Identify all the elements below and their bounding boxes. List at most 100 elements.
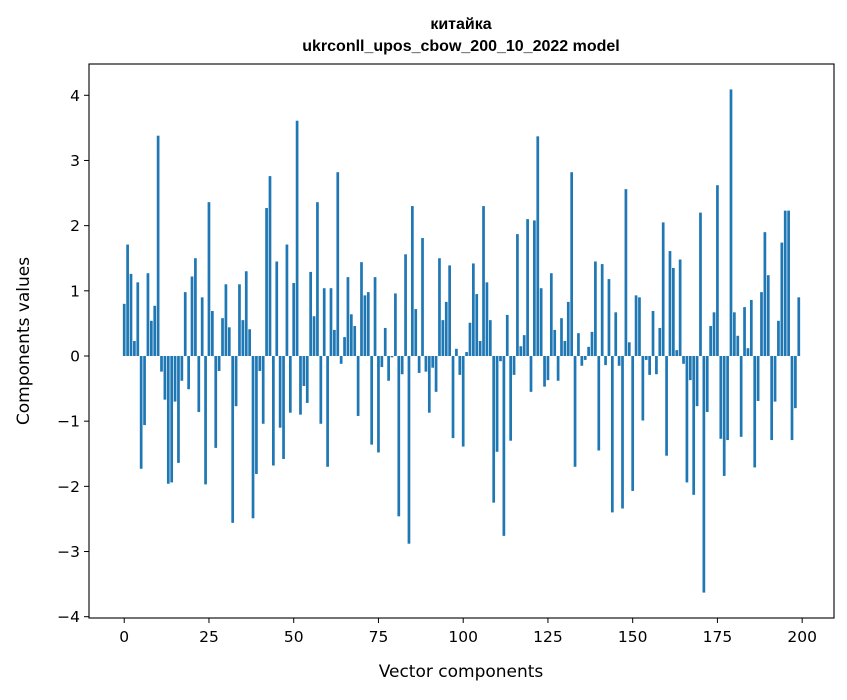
bar — [699, 212, 702, 356]
x-tick-label: 75 — [369, 628, 389, 646]
bar — [156, 135, 160, 356]
bar — [655, 355, 658, 375]
bar — [468, 322, 472, 356]
bar — [295, 120, 299, 356]
bar — [302, 355, 306, 386]
bar — [627, 342, 631, 356]
x-tick-label: 175 — [703, 628, 733, 646]
bar — [716, 185, 719, 356]
bar — [573, 355, 577, 467]
bar — [258, 355, 262, 371]
bar — [570, 172, 574, 356]
bar — [478, 341, 482, 356]
bar — [733, 312, 736, 356]
bar — [197, 355, 201, 413]
bar — [766, 275, 770, 356]
bar — [638, 297, 641, 356]
bar — [519, 346, 523, 356]
y-axis: −4 −3 −2 −1 0 1 2 3 4 — [57, 87, 89, 626]
bar — [777, 320, 780, 356]
bar — [329, 288, 333, 356]
bar — [739, 355, 743, 437]
y-tick-label: −2 — [57, 478, 80, 496]
bar — [529, 355, 533, 392]
x-tick-label: 100 — [448, 628, 478, 646]
bar — [275, 261, 279, 356]
bar — [695, 355, 699, 407]
bar — [499, 355, 502, 362]
bar — [370, 355, 374, 445]
bar — [421, 238, 424, 356]
x-tick-label: 0 — [119, 628, 129, 646]
bar — [255, 355, 258, 474]
bar — [326, 355, 329, 467]
bar — [190, 276, 194, 356]
bar — [692, 355, 696, 495]
bar — [668, 251, 672, 356]
bar — [675, 350, 679, 356]
bar — [539, 288, 543, 356]
bar — [485, 282, 489, 356]
bar — [285, 244, 289, 356]
bar — [448, 265, 451, 356]
y-tick-label: 3 — [70, 152, 80, 170]
bar — [773, 355, 777, 402]
bar — [136, 282, 140, 356]
bar — [651, 311, 655, 356]
bar — [322, 288, 326, 356]
bar — [600, 264, 604, 356]
bar — [316, 202, 319, 356]
bar — [163, 355, 167, 400]
bar — [407, 355, 411, 544]
bar — [472, 263, 475, 356]
bar — [451, 355, 455, 439]
x-tick-label: 125 — [533, 628, 563, 646]
bar — [394, 293, 397, 356]
bar — [139, 355, 143, 469]
y-axis-label: Components values — [14, 257, 34, 425]
bar — [553, 329, 557, 356]
bar — [272, 355, 275, 466]
bar — [288, 355, 292, 413]
bar — [770, 355, 774, 441]
bar — [678, 259, 682, 356]
bar — [292, 282, 296, 356]
bar — [665, 355, 668, 456]
bar — [736, 335, 740, 356]
bar — [380, 355, 384, 368]
bar — [234, 355, 238, 407]
bar — [149, 320, 153, 356]
bar — [760, 292, 763, 356]
bar — [360, 262, 363, 356]
bar — [516, 234, 519, 356]
bar — [227, 327, 231, 356]
bar — [349, 314, 353, 356]
bar — [410, 206, 414, 356]
bar — [434, 355, 438, 392]
bar — [648, 355, 651, 375]
bar — [387, 355, 390, 381]
bar — [790, 355, 794, 441]
bar — [712, 312, 716, 356]
x-tick-label: 25 — [199, 628, 219, 646]
bar — [682, 355, 685, 364]
bar — [549, 273, 553, 356]
bar — [475, 294, 479, 356]
bar — [614, 312, 618, 356]
bar — [641, 355, 645, 421]
bar — [617, 355, 621, 366]
bar — [488, 320, 492, 356]
bar — [455, 348, 458, 356]
bar — [743, 307, 746, 356]
bar — [248, 329, 251, 356]
bar — [438, 258, 441, 356]
bar — [319, 355, 323, 424]
bar — [299, 355, 302, 415]
bar — [631, 355, 635, 491]
bar — [566, 301, 570, 356]
bar — [166, 355, 170, 484]
bar — [556, 355, 560, 381]
bar — [397, 355, 401, 517]
bar — [783, 210, 787, 356]
bar — [577, 333, 580, 356]
